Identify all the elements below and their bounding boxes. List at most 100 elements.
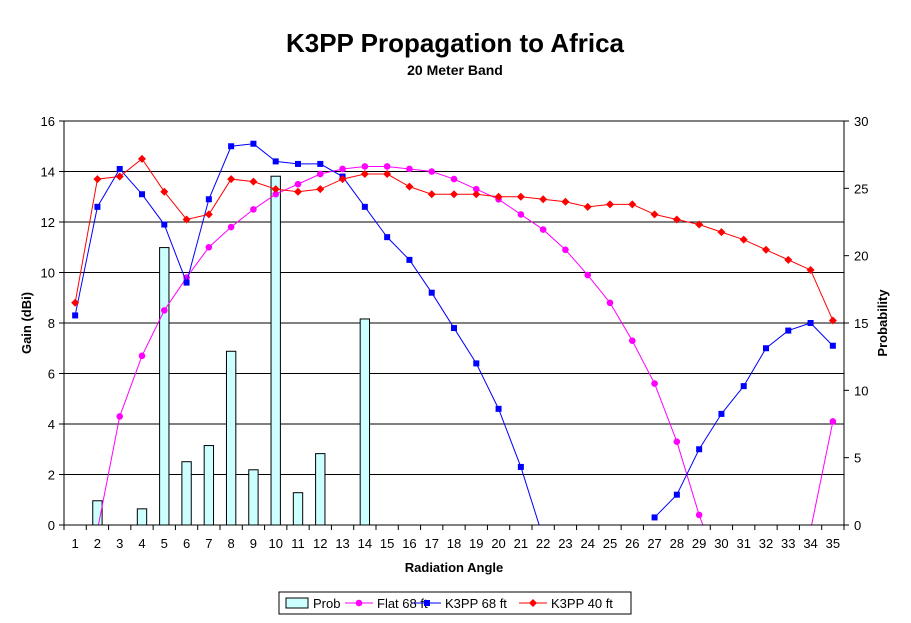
bar [136, 508, 148, 526]
data-point [806, 265, 815, 274]
data-point [428, 168, 436, 175]
x-tick-label: 27 [647, 536, 661, 551]
data-point [339, 165, 346, 173]
x-tick-label: 21 [514, 536, 528, 551]
data-point [405, 182, 414, 191]
x-tick-label: 7 [205, 536, 212, 551]
axes [59, 120, 849, 530]
data-point [516, 192, 525, 201]
x-tick-label: 22 [536, 536, 550, 551]
y2-tick-label: 25 [854, 181, 868, 196]
bar [159, 247, 170, 526]
legend-marker [529, 599, 537, 607]
x-tick-label: 8 [228, 536, 235, 551]
data-point [829, 342, 836, 349]
data-point [763, 345, 769, 352]
data-point [494, 192, 503, 201]
chart-subtitle: 20 Meter Band [407, 62, 503, 78]
data-point [271, 185, 280, 194]
data-point [740, 383, 747, 390]
data-point [406, 256, 413, 263]
bar [359, 318, 371, 526]
x-tick-label: 10 [268, 536, 282, 551]
data-point [606, 200, 614, 209]
y-tick-label: 6 [48, 367, 55, 382]
y2-tick-label: 10 [854, 383, 868, 398]
legend-label: Flat 68 ft [377, 596, 428, 611]
bar [225, 350, 237, 526]
y-tick-label: 10 [41, 266, 55, 281]
data-point [672, 215, 681, 224]
x-tick-label: 25 [603, 536, 617, 551]
data-point [250, 206, 257, 213]
data-point [562, 246, 569, 254]
data-point [360, 170, 369, 179]
y2-tick-label: 15 [854, 316, 868, 331]
data-point [651, 514, 658, 521]
x-tick-label: 16 [402, 536, 416, 551]
data-point [116, 165, 123, 172]
legend-marker [355, 599, 363, 607]
data-point [338, 175, 347, 184]
y2-tick-label: 30 [854, 114, 868, 129]
data-point [472, 185, 480, 193]
data-point [71, 298, 80, 307]
data-point [272, 158, 279, 165]
bar [315, 453, 326, 526]
y-tick-label: 4 [48, 417, 55, 432]
data-point [249, 177, 258, 186]
data-point [673, 438, 681, 445]
data-point [227, 175, 236, 184]
x-tick-label: 26 [625, 536, 639, 551]
data-point [295, 160, 301, 167]
data-point [294, 187, 302, 196]
data-point [93, 175, 102, 184]
data-point [138, 352, 146, 360]
data-point [427, 190, 436, 199]
data-point [361, 163, 369, 170]
data-point [517, 211, 525, 218]
data-point [718, 410, 725, 417]
data-point [116, 413, 124, 420]
data-point [451, 325, 457, 332]
legend-box [278, 591, 632, 615]
data-point [696, 446, 703, 453]
data-point [785, 327, 792, 334]
data-point [583, 202, 592, 211]
x-tick-labels: 1 2 3 4 5 6 7 8 9 10 11 12 13 14 15 16 17 18 19 20 21 22 23 24 2… [72, 536, 841, 551]
y-tick-label: 14 [41, 165, 55, 180]
data-point [584, 271, 592, 279]
data-point [628, 200, 637, 209]
bar [203, 445, 215, 526]
x-tick-label: 30 [714, 536, 728, 551]
data-point [651, 380, 658, 387]
data-point [183, 279, 190, 286]
data-point [807, 320, 814, 326]
data-point [182, 215, 191, 224]
series-line [74, 158, 834, 321]
data-point [673, 491, 680, 498]
legend-label: K3PP 40 ft [551, 596, 613, 611]
data-point [272, 190, 280, 198]
legend-label: K3PP 68 ft [445, 596, 507, 611]
x-tick-label: 23 [558, 536, 572, 551]
y-axis-label: Gain (dBi) [19, 292, 34, 354]
bar [248, 469, 259, 526]
data-point [606, 299, 614, 307]
x-tick-label: 19 [469, 536, 483, 551]
data-point [160, 187, 169, 196]
y-tick-label: 8 [48, 316, 55, 331]
data-point [717, 228, 726, 237]
x-tick-label: 20 [491, 536, 505, 551]
data-point [383, 163, 391, 170]
x-tick-label: 2 [94, 536, 101, 551]
data-point [317, 160, 324, 167]
x-tick-label: 12 [313, 536, 327, 551]
x-tick-label: 11 [291, 536, 305, 551]
data-point [250, 140, 257, 147]
bar [181, 461, 192, 526]
data-point [361, 203, 368, 210]
legend: Prob Flat 68 ft K3PP 68 ft K3PP 40 ft [278, 591, 632, 615]
legend-swatch [285, 597, 309, 609]
data-point [204, 210, 213, 219]
